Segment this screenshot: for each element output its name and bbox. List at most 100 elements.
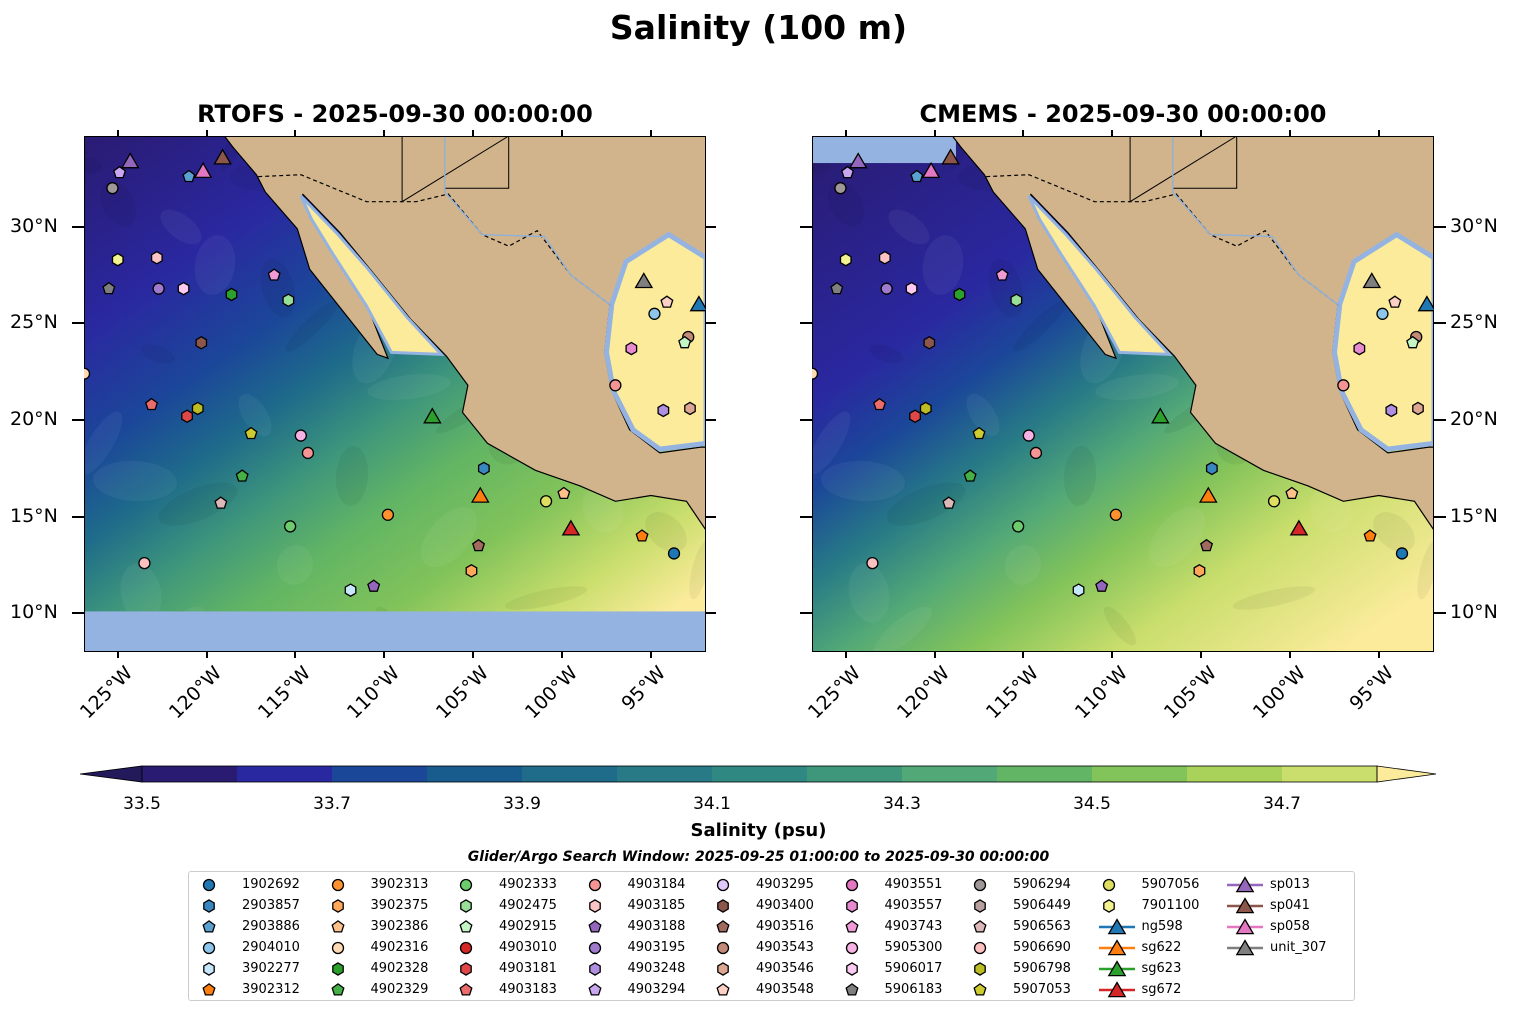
legend-label: 2903857 [242,898,300,913]
marker-5907053 [244,426,258,440]
marker-4903743 [995,268,1009,281]
marker-4902316 [812,367,819,380]
tick-mark [1377,652,1380,658]
colorbar-bin [1187,766,1283,782]
legend-marker-2903886 [202,920,216,933]
lon-tick-label: 105°W [431,662,493,724]
lon-tick-label: 120°W [164,662,227,724]
legend-label: 5906294 [1013,877,1071,892]
colorbar-tick-label: 34.1 [693,794,731,814]
legend-label: 3902312 [242,982,300,997]
tick-mark [294,130,297,136]
legend-marker-sp058 [1235,918,1255,935]
legend-label: 4903010 [499,940,557,955]
hexagon-marker-icon [845,962,858,976]
marker-5906563 [214,496,228,509]
colorbar-bin [997,766,1093,782]
tick-mark [72,515,84,518]
marker-4902328 [225,287,238,302]
legend-marker-4903188 [587,920,602,933]
gulf-of-mexico [603,231,706,452]
circle-marker-icon [845,941,858,955]
marker-5906017 [905,281,918,296]
legend-marker-4903557 [845,899,858,913]
legend-marker-4902329 [330,983,345,996]
legend-label: unit_307 [1270,940,1327,955]
marker-3902277 [1072,583,1085,597]
panel-title-rtofs: RTOFS - 2025-09-30 00:00:00 [197,100,593,128]
tick-mark [1434,419,1446,422]
marker-sp041 [941,148,960,165]
tick-mark [472,130,475,136]
lon-tick-label: 125°W [76,662,138,724]
circle-marker-icon [716,878,730,892]
circle-marker-icon [588,878,601,892]
hexagon-marker-icon [974,962,986,976]
marker-4903185 [878,250,891,265]
legend-label: sg623 [1141,961,1182,976]
lon-tick-label: 95°W [617,662,671,715]
lon-tick-label: 95°W [1345,662,1399,715]
hexagon-marker-icon [460,962,472,976]
marker-sg623 [423,407,442,424]
marker-5907053 [972,426,986,440]
circle-marker-icon [331,878,344,892]
legend-marker-4902316 [331,941,344,955]
marker-4903195 [152,282,165,295]
lat-tick-label-left: 30°N [10,214,58,237]
lon-tick-label: 105°W [1159,662,1221,724]
map-cmems [812,136,1434,652]
circle-marker-icon [973,878,987,892]
legend-label: 3902386 [370,919,429,934]
legend-label: 4903546 [756,961,814,976]
marker-4903184 [609,379,622,392]
marker-4903557 [625,341,638,356]
marker-3902313 [1109,508,1123,521]
legend-label: sp058 [1270,919,1310,934]
marker-5906798 [919,401,932,416]
country-border [258,174,613,307]
legend-label: ng598 [1141,919,1183,934]
marker-5906183 [830,281,844,295]
lat-tick-label-right: 25°N [1450,311,1498,334]
pentagon-marker-icon [973,983,987,996]
marker-sp013 [120,152,140,169]
legend-marker-2903857 [203,899,215,913]
circle-marker-icon [716,941,730,955]
legend-label: 4903181 [499,961,557,976]
marker-ng598 [689,295,706,312]
marker-5906294 [106,182,119,195]
tick-mark [561,652,564,658]
legend-marker-sg672 [1107,981,1126,998]
tick-mark [1111,130,1114,136]
legend-label: 4902333 [499,877,557,892]
marker-sg672 [561,519,581,536]
tick-mark [706,419,716,422]
marker-4903248 [657,403,670,418]
marker-4903185 [150,250,163,265]
pentagon-marker-icon [844,983,859,996]
legend-marker-5906449 [974,899,986,913]
marker-2904010 [1376,307,1389,320]
triangle-marker-icon [1227,876,1263,893]
legend-marker-1902692 [202,878,216,892]
colorbar [79,765,1437,783]
legend-label: sg622 [1141,940,1182,955]
legend-marker-5906017 [845,962,858,976]
tick-mark [844,652,847,658]
hexagon-marker-icon [717,899,729,913]
legend-marker-sp041 [1235,897,1255,914]
tick-mark [72,225,84,228]
marker-unit_307 [634,272,654,289]
legend-label: 4903543 [756,940,814,955]
no-data-region [812,136,956,164]
legend-label: 4903195 [627,940,686,955]
legend-label: 5907056 [1141,877,1200,892]
tick-mark [706,612,716,615]
pentagon-marker-icon [587,983,602,996]
marker-4903181 [909,409,921,424]
tick-mark [383,652,386,658]
legend-marker-3902386 [330,920,345,933]
marker-4903546 [1412,401,1424,416]
